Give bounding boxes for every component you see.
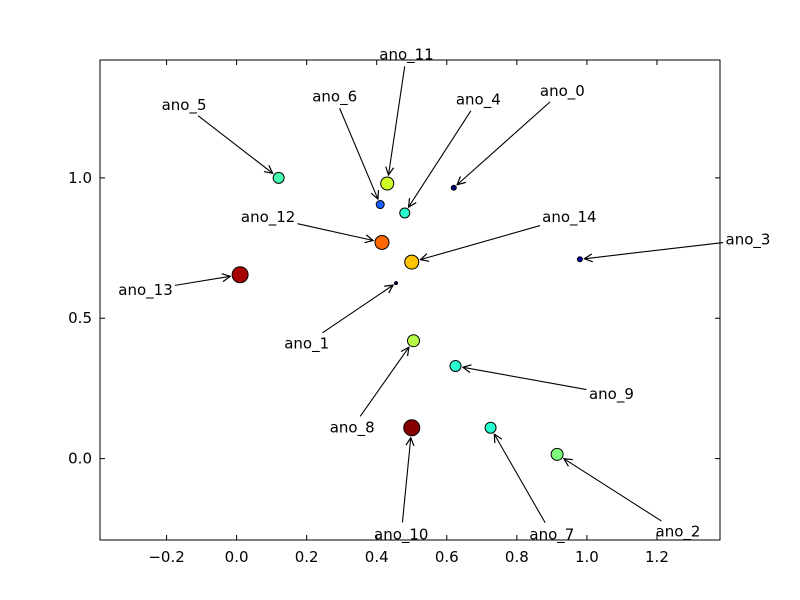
annotation-arrow (297, 223, 373, 241)
ticks: −0.2 0.0 0.2 0.4 0.6 0.8 1.0 1.2 0.0 0.5 1.0 (68, 60, 720, 566)
data-point (576, 256, 583, 263)
data-point (484, 421, 497, 434)
x-tick-label: 0.6 (435, 548, 459, 566)
annotation-label: ano_1 (284, 335, 329, 354)
data-point (404, 254, 420, 270)
annotation-labels: ano_0 ano_1 ano_2 ano_3 ano_4 ano_5 ano_6 ano_7… (118, 45, 770, 544)
plot-frame (99, 59, 721, 541)
annotation-label: ano_10 (374, 525, 428, 544)
y-tick-label: 0.5 (68, 309, 92, 327)
data-point (393, 281, 398, 286)
annotation-arrow (564, 459, 662, 522)
annotation-label: ano_11 (379, 45, 433, 64)
annotation-arrow (388, 66, 406, 175)
annotation-label: ano_9 (589, 385, 634, 404)
data-point (550, 447, 564, 461)
data-point (272, 171, 285, 184)
annotation-arrow (409, 110, 472, 207)
annotation-label: ano_8 (330, 419, 375, 438)
data-point (399, 207, 411, 219)
annotation-label: ano_2 (656, 523, 701, 542)
x-tick-label: 0.0 (225, 548, 249, 566)
data-point (231, 266, 249, 284)
y-tick-label: 1.0 (68, 169, 92, 187)
annotation-label: ano_5 (162, 96, 207, 115)
annotation-arrow (174, 276, 230, 286)
annotation-arrow (359, 347, 409, 417)
x-tick-label: 0.2 (295, 548, 319, 566)
annotation-label: ano_13 (118, 281, 172, 300)
y-tick-label: 0.0 (68, 450, 92, 468)
data-point (449, 359, 462, 372)
annotation-arrow (494, 434, 546, 524)
data-point (380, 176, 395, 191)
annotation-arrow (420, 225, 541, 260)
data-point (407, 334, 421, 348)
annotation-label: ano_6 (312, 87, 357, 106)
x-tick-label: 0.8 (505, 548, 529, 566)
annotation-label: ano_12 (241, 208, 295, 227)
data-point (450, 184, 457, 191)
x-tick-label: 1.0 (575, 548, 599, 566)
x-tick-label: 1.2 (645, 548, 669, 566)
plot-area (100, 60, 720, 540)
annotation-arrow (584, 242, 724, 259)
annotation-label: ano_0 (540, 82, 585, 101)
x-tick-label: −0.2 (148, 548, 184, 566)
annotation-label: ano_3 (726, 231, 771, 250)
annotation-arrow (322, 285, 393, 334)
annotation-label: ano_4 (456, 90, 501, 109)
data-point (374, 234, 390, 250)
annotation-arrows (174, 66, 724, 524)
annotation-label: ano_14 (542, 208, 596, 227)
x-tick-label: 0.4 (365, 548, 389, 566)
annotation-arrow (457, 101, 551, 185)
annotation-arrow (463, 367, 587, 391)
annotation-arrow (197, 115, 273, 174)
annotation-label: ano_7 (529, 525, 574, 544)
annotation-arrow (401, 438, 410, 523)
data-point (375, 200, 385, 210)
data-point (403, 419, 421, 437)
annotation-arrow (339, 108, 378, 199)
scatter-points (231, 171, 583, 461)
